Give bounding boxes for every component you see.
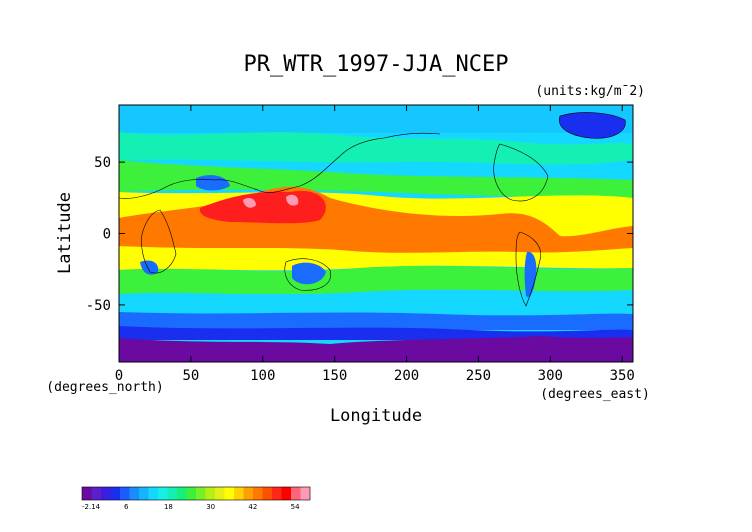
colorbar-labels: -2.14 6 18 30 42 54: [82, 503, 300, 511]
x-tick-label: 50: [182, 368, 199, 384]
colorbar-label: 42: [248, 503, 257, 511]
colorbar-frame: [81, 486, 311, 501]
units-label: (units:kg/m¯2): [535, 84, 645, 99]
x-axis-label: Longitude: [330, 406, 422, 426]
greenland-low: [559, 112, 626, 139]
y-tick-label: 0: [103, 227, 111, 243]
band-north-green: [119, 160, 633, 200]
colorbar-swatch: [224, 487, 235, 500]
y-axis-label: Latitude: [55, 192, 75, 274]
colorbar-label: 18: [164, 503, 173, 511]
colorbar-label: 30: [206, 503, 215, 511]
colorbar-swatch: [281, 487, 292, 500]
x-axis-ticks: 0 50 100 150 200 250 300 350: [115, 105, 635, 384]
colorbar-swatch: [243, 487, 254, 500]
colorbar-swatch: [253, 487, 263, 500]
colorbar-label: 6: [124, 503, 129, 511]
colorbar-swatch: [300, 487, 311, 500]
colorbar-swatch: [158, 487, 168, 500]
water-field: [119, 105, 633, 362]
colorbar: [81, 486, 311, 501]
x-tick-label: 100: [250, 368, 275, 384]
colorbar-swatch: [129, 487, 140, 500]
x-tick-label: 150: [322, 368, 347, 384]
colorbar-swatch: [148, 487, 159, 500]
band-deep-blue: [119, 326, 633, 340]
map-title: PR_WTR_1997-JJA_NCEP: [244, 52, 509, 77]
band-peak-pink-1: [243, 197, 256, 208]
band-polar: [119, 336, 633, 362]
colorbar-swatch: [234, 487, 244, 500]
colorbar-swatch: [196, 487, 206, 500]
y-tick-label: -50: [86, 298, 111, 314]
y-axis-ticks: 50 0 -50: [86, 155, 633, 314]
x-tick-label: 0: [115, 368, 123, 384]
colorbar-swatch: [205, 487, 216, 500]
south-africa-low: [140, 260, 159, 275]
x-tick-label: 300: [538, 368, 563, 384]
coastlines: [119, 112, 626, 307]
band-south-blue: [119, 312, 633, 330]
colorbar-swatch: [82, 487, 92, 500]
colorbar-swatch: [120, 487, 130, 500]
colorbar-label: -2.14: [82, 503, 101, 511]
x-tick-label: 250: [466, 368, 491, 384]
colorbar-swatch: [91, 487, 102, 500]
band-south-cyan: [119, 294, 633, 314]
y-unit-label: (degrees_north): [46, 380, 163, 395]
y-tick-label: 50: [94, 155, 111, 171]
band-peak-pink-2: [286, 194, 299, 206]
x-tick-label: 200: [394, 368, 419, 384]
colorbar-label: 54: [291, 503, 300, 511]
australia-low: [292, 262, 326, 285]
colorbar-swatch: [167, 487, 178, 500]
colorbar-swatch: [101, 487, 111, 500]
colorbar-swatch: [186, 487, 197, 500]
colorbar-swatch: [215, 487, 225, 500]
colorbar-swatch: [262, 487, 273, 500]
colorbar-swatch: [139, 487, 149, 500]
colorbar-swatch: [177, 487, 187, 500]
x-tick-label: 350: [610, 368, 635, 384]
colorbar-swatch: [110, 487, 121, 500]
band-north-aqua: [119, 132, 633, 165]
x-unit-label: (degrees_east): [540, 387, 650, 402]
colorbar-swatch: [291, 487, 301, 500]
colorbar-swatch: [272, 487, 282, 500]
band-south-green: [119, 266, 633, 295]
